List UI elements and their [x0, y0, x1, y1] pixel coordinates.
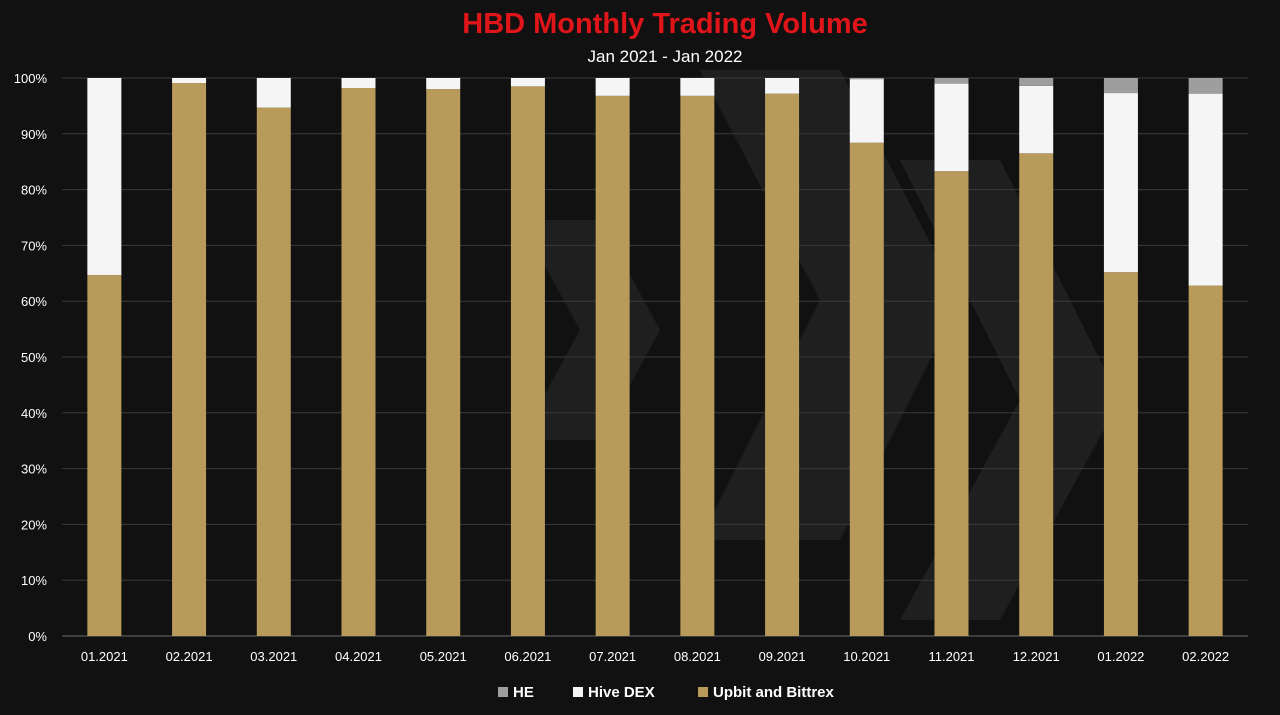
legend-swatch	[498, 687, 508, 697]
bar-segment	[680, 95, 715, 636]
bar-segment	[1019, 153, 1054, 636]
legend-label: Upbit and Bittrex	[713, 684, 834, 701]
y-tick-label: 20%	[21, 517, 47, 532]
bar-segment	[595, 78, 630, 96]
y-tick-label: 10%	[21, 573, 47, 588]
bars	[87, 78, 1223, 637]
bar-segment	[1019, 85, 1054, 154]
chart-subtitle: Jan 2021 - Jan 2022	[587, 47, 742, 66]
bar-segment	[849, 78, 884, 80]
y-tick-label: 60%	[21, 294, 47, 309]
bar-segment	[1019, 78, 1054, 86]
y-tick-label: 40%	[21, 406, 47, 421]
x-tick-label: 02.2021	[166, 649, 213, 664]
legend-swatch	[698, 687, 708, 697]
bar-segment	[1103, 93, 1138, 273]
bar-segment	[595, 95, 630, 636]
x-tick-label: 06.2021	[504, 649, 551, 664]
bar-segment	[1103, 78, 1138, 94]
bar-segment	[426, 89, 461, 636]
x-tick-label: 07.2021	[589, 649, 636, 664]
y-tick-label: 90%	[21, 127, 47, 142]
x-tick-label: 04.2021	[335, 649, 382, 664]
y-tick-label: 100%	[14, 71, 48, 86]
bar-segment	[510, 86, 545, 637]
x-tick-label: 02.2022	[1182, 649, 1229, 664]
legend-swatch	[573, 687, 583, 697]
bar-segment	[934, 78, 969, 84]
bar-segment	[1188, 285, 1223, 636]
x-tick-label: 05.2021	[420, 649, 467, 664]
bar-segment	[172, 78, 207, 84]
y-tick-label: 50%	[21, 350, 47, 365]
bar-segment	[934, 171, 969, 636]
y-tick-label: 80%	[21, 183, 47, 198]
y-axis-tick-labels: 0% 10% 20% 30% 40% 50% 60% 70% 80% 90% 100%	[14, 71, 48, 644]
x-tick-label: 08.2021	[674, 649, 721, 664]
x-tick-label: 01.2021	[81, 649, 128, 664]
bar-segment	[256, 78, 291, 108]
bar-segment	[1188, 78, 1223, 94]
bar-segment	[680, 78, 715, 96]
bar-segment	[765, 78, 800, 94]
bar-segment	[934, 83, 969, 172]
y-tick-label: 70%	[21, 238, 47, 253]
bar-segment	[87, 78, 122, 275]
bar-segment	[426, 78, 461, 90]
x-axis-tick-labels: 01.2021 02.2021 03.2021 04.2021 05.2021 06.20…	[81, 649, 1229, 664]
gridlines	[62, 77, 1248, 637]
x-tick-label: 09.2021	[759, 649, 806, 664]
x-tick-label: 11.2021	[928, 649, 974, 664]
bar-segment	[87, 274, 122, 636]
x-tick-label: 01.2022	[1097, 649, 1144, 664]
bar-segment	[1103, 272, 1138, 636]
x-tick-label: 12.2021	[1013, 649, 1060, 664]
bar-segment	[765, 93, 800, 636]
bar-segment	[849, 142, 884, 636]
bar-segment	[341, 78, 376, 89]
bar-segment	[849, 79, 884, 143]
bar-segment	[256, 107, 291, 637]
bar-segment	[510, 78, 545, 87]
x-tick-label: 03.2021	[250, 649, 297, 664]
chart-title: HBD Monthly Trading Volume	[462, 8, 867, 40]
x-tick-label: 10.2021	[843, 649, 890, 664]
bar-segment	[341, 88, 376, 636]
y-tick-label: 30%	[21, 462, 47, 477]
bar-segment	[1188, 93, 1223, 286]
bar-segment	[172, 83, 207, 637]
y-tick-label: 0%	[28, 629, 47, 644]
legend-label: HE	[513, 684, 534, 701]
legend-label: Hive DEX	[588, 684, 655, 701]
legend: HE Hive DEX Upbit and Bittrex	[498, 684, 834, 701]
